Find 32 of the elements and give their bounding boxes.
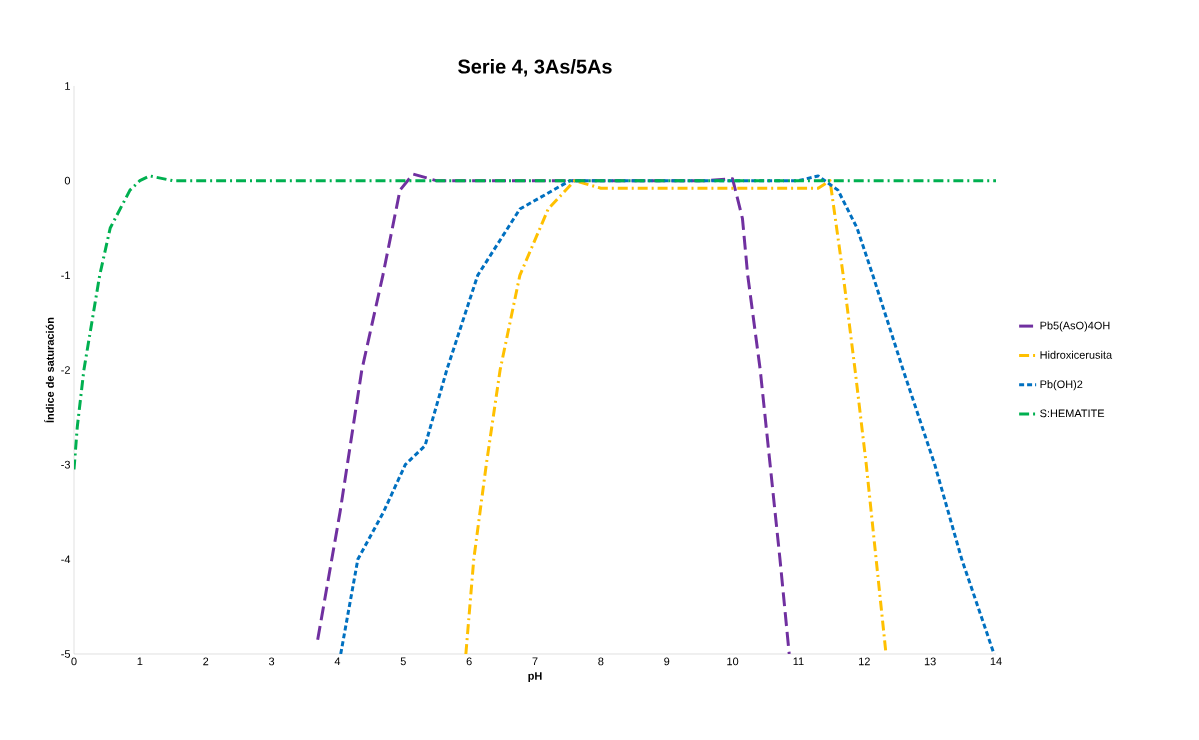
line-series bbox=[464, 179, 888, 654]
legend-label: Pb5(AsO)4OH bbox=[1040, 321, 1110, 332]
x-tick-label: 10 bbox=[727, 657, 739, 666]
x-tick-label: 14 bbox=[990, 657, 1002, 666]
legend-label: Hidroxicerusita bbox=[1040, 350, 1113, 359]
x-tick-label: 7 bbox=[532, 657, 538, 666]
line-series bbox=[74, 174, 997, 471]
y-tick-label: -4 bbox=[61, 555, 71, 564]
y-tick-label: -5 bbox=[61, 650, 71, 658]
x-tick-label: 5 bbox=[400, 657, 406, 666]
y-tick-label: -1 bbox=[61, 271, 70, 280]
x-tick-label: 9 bbox=[664, 657, 670, 666]
line-series bbox=[339, 174, 996, 654]
chart-title: Serie 4, 3As/5As bbox=[458, 58, 612, 77]
legend-label: Pb(OH)2 bbox=[1040, 380, 1083, 391]
x-tick-label: 3 bbox=[268, 657, 275, 666]
x-tick-label: 12 bbox=[859, 657, 870, 666]
y-tick-label: 0 bbox=[64, 176, 71, 185]
x-tick-label: 1 bbox=[137, 657, 143, 666]
y-tick-label: -2 bbox=[61, 366, 70, 374]
legend-label: S:HEMATITE bbox=[1040, 409, 1105, 418]
x-axis-title: pH bbox=[528, 672, 542, 682]
y-tick-label: -3 bbox=[61, 460, 70, 469]
x-tick-label: 8 bbox=[598, 657, 604, 666]
y-axis-title: Índice de saturación bbox=[44, 317, 54, 423]
x-tick-label: 4 bbox=[334, 657, 341, 666]
x-tick-label: 0 bbox=[71, 657, 77, 666]
x-tick-label: 2 bbox=[203, 657, 209, 666]
x-tick-label: 6 bbox=[466, 657, 472, 666]
y-tick-label: 1 bbox=[65, 82, 70, 90]
x-tick-label: 13 bbox=[924, 657, 936, 666]
x-tick-label: 11 bbox=[793, 657, 804, 666]
